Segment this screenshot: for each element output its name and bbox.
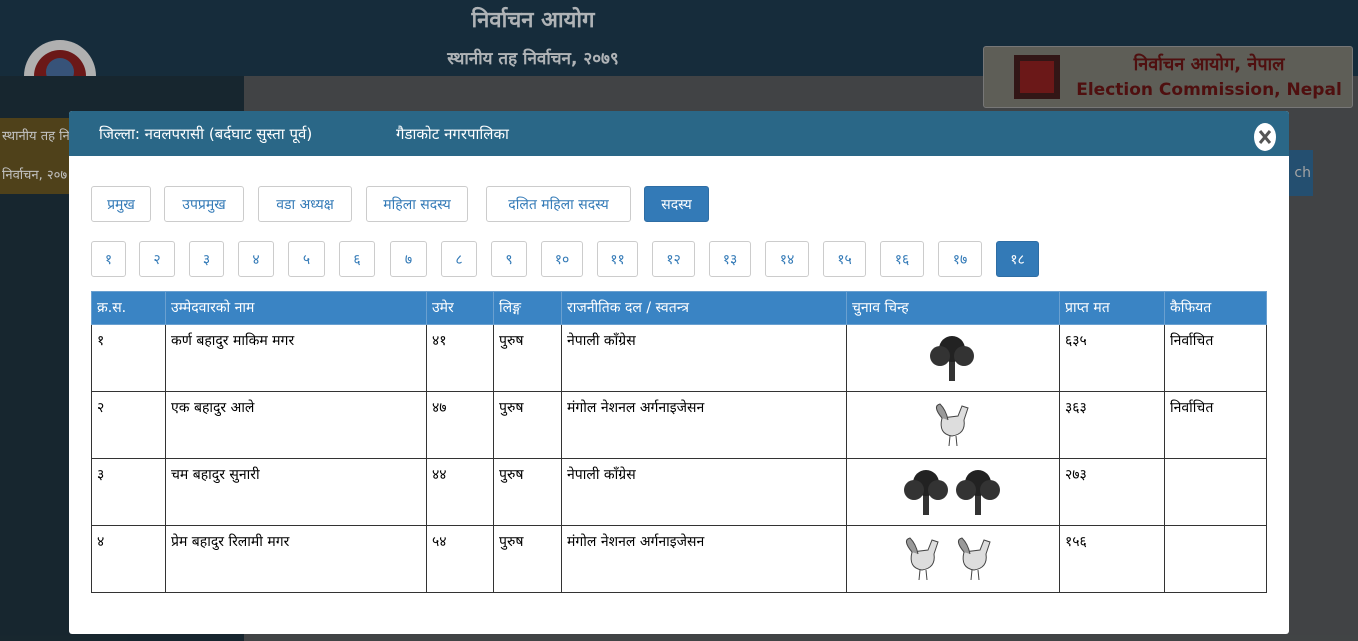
column-header: लिङ्ग bbox=[493, 291, 562, 325]
symbol-cell bbox=[846, 324, 1060, 392]
ward-button[interactable]: १८ bbox=[996, 241, 1039, 277]
ward-button[interactable]: ७ bbox=[390, 241, 427, 277]
close-button[interactable] bbox=[1253, 122, 1277, 152]
table-row: २ एक बहादुर आले ४७ पुरुष मंगोल नेशनल अर्गनाइ… bbox=[91, 391, 1267, 459]
results-table: क्र.स. उम्मेदवारको नाम उमेर लिङ्ग राजनीतिक द… bbox=[91, 291, 1267, 593]
ward-button[interactable]: १६ bbox=[880, 241, 924, 277]
table-cell: मंगोल नेशनल अर्गनाइजेसन bbox=[561, 391, 847, 459]
ward-button[interactable]: १० bbox=[541, 241, 583, 277]
table-cell: ६३५ bbox=[1059, 324, 1165, 392]
column-header: उमेर bbox=[426, 291, 494, 325]
table-cell: निर्वाचित bbox=[1164, 391, 1267, 459]
table-cell: २७३ bbox=[1059, 458, 1165, 526]
modal: जिल्ला: नवलपरासी (बर्दघाट सुस्ता पूर्व) … bbox=[69, 111, 1289, 634]
ward-button[interactable]: ८ bbox=[441, 241, 477, 277]
tab-button[interactable]: उपप्रमुख bbox=[164, 186, 244, 222]
table-row: १ कर्ण बहादुर माकिम मगर ४१ पुरुष नेपाली काँग… bbox=[91, 324, 1267, 392]
side-panel: स्थानीय तह नि निर्वाचन, २०७ bbox=[0, 118, 70, 194]
party-symbol bbox=[906, 537, 991, 581]
table-cell: ४७ bbox=[426, 391, 494, 459]
party-symbol bbox=[904, 470, 1000, 515]
table-cell: प्रेम बहादुर रिलामी मगर bbox=[165, 525, 427, 593]
table-cell: कर्ण बहादुर माकिम मगर bbox=[165, 324, 427, 392]
table-cell: ५४ bbox=[426, 525, 494, 593]
column-header: प्राप्त मत bbox=[1059, 291, 1165, 325]
tab-button[interactable]: प्रमुख bbox=[91, 186, 151, 222]
district: जिल्ला: नवलपरासी (बर्दघाट सुस्ता पूर्व) bbox=[99, 125, 313, 143]
column-header: उम्मेदवारको नाम bbox=[165, 291, 427, 325]
table-cell bbox=[1164, 458, 1267, 526]
side-text: निर्वाचन, २०७ bbox=[2, 168, 68, 183]
ward-button[interactable]: ३ bbox=[189, 241, 224, 277]
side-text: स्थानीय तह नि bbox=[2, 129, 70, 144]
table-cell: नेपाली काँग्रेस bbox=[561, 458, 847, 526]
table-cell: ४ bbox=[91, 525, 166, 593]
ward-button[interactable]: ११ bbox=[597, 241, 638, 277]
column-header: क्र.स. bbox=[91, 291, 166, 325]
ward-button[interactable]: १२ bbox=[652, 241, 695, 277]
party-symbol bbox=[936, 403, 969, 447]
symbol-cell bbox=[846, 391, 1060, 459]
table-row: ३ चम बहादुर सुनारी ४४ पुरुष नेपाली काँग्रेस २… bbox=[91, 458, 1267, 526]
logo-text: Election Commission, Nepal bbox=[1076, 80, 1342, 100]
ward-button[interactable]: १४ bbox=[765, 241, 809, 277]
table-cell: ३६३ bbox=[1059, 391, 1165, 459]
table-cell: निर्वाचित bbox=[1164, 324, 1267, 392]
site-title: निर्वाचन आयोग bbox=[471, 8, 595, 33]
ward-button[interactable]: ५ bbox=[288, 241, 325, 277]
party-symbol bbox=[930, 336, 974, 381]
table-cell: ४१ bbox=[426, 324, 494, 392]
table-cell: एक बहादुर आले bbox=[165, 391, 427, 459]
ward-button[interactable]: ९ bbox=[491, 241, 527, 277]
column-header: राजनीतिक दल / स्वतन्त्र bbox=[561, 291, 847, 325]
logo-icon bbox=[1014, 55, 1060, 99]
ward-button[interactable]: १७ bbox=[938, 241, 982, 277]
symbol-cell bbox=[846, 525, 1060, 593]
table-cell bbox=[1164, 525, 1267, 593]
municipality: गैडाकोट नगरपालिका bbox=[396, 125, 509, 143]
column-header: चुनाव चिन्ह bbox=[846, 291, 1060, 325]
table-cell: पुरुष bbox=[493, 324, 562, 392]
table-cell: २ bbox=[91, 391, 166, 459]
symbol-cell bbox=[846, 458, 1060, 526]
table-cell: नेपाली काँग्रेस bbox=[561, 324, 847, 392]
modal-header: जिल्ला: नवलपरासी (बर्दघाट सुस्ता पूर्व) … bbox=[69, 111, 1289, 156]
table-cell: ४४ bbox=[426, 458, 494, 526]
table-cell: पुरुष bbox=[493, 458, 562, 526]
ward-button[interactable]: १५ bbox=[823, 241, 866, 277]
table-cell: पुरुष bbox=[493, 525, 562, 593]
table-cell: १ bbox=[91, 324, 166, 392]
table-cell: मंगोल नेशनल अर्गनाइजेसन bbox=[561, 525, 847, 593]
ward-button[interactable]: १ bbox=[91, 241, 126, 277]
ec-logo: निर्वाचन आयोग, नेपाल Election Commission… bbox=[983, 46, 1353, 108]
site-subtitle: स्थानीय तह निर्वाचन, २०७९ bbox=[447, 49, 619, 69]
ward-button[interactable]: ६ bbox=[339, 241, 375, 277]
table-cell: ३ bbox=[91, 458, 166, 526]
tab-button[interactable]: सदस्य bbox=[644, 186, 709, 222]
table-cell: पुरुष bbox=[493, 391, 562, 459]
tab-button[interactable]: वडा अध्यक्ष bbox=[258, 186, 352, 222]
ward-button[interactable]: १३ bbox=[709, 241, 751, 277]
ward-button[interactable]: ४ bbox=[238, 241, 274, 277]
logo-text: निर्वाचन आयोग, नेपाल bbox=[1133, 54, 1285, 75]
table-cell: चम बहादुर सुनारी bbox=[165, 458, 427, 526]
table-cell: १५६ bbox=[1059, 525, 1165, 593]
ward-button[interactable]: २ bbox=[139, 241, 175, 277]
column-header: कैफियत bbox=[1164, 291, 1267, 325]
tab-button[interactable]: महिला सदस्य bbox=[366, 186, 468, 222]
tab-button[interactable]: दलित महिला सदस्य bbox=[486, 186, 631, 222]
table-row: ४ प्रेम बहादुर रिलामी मगर ५४ पुरुष मंगोल नेश… bbox=[91, 525, 1267, 593]
